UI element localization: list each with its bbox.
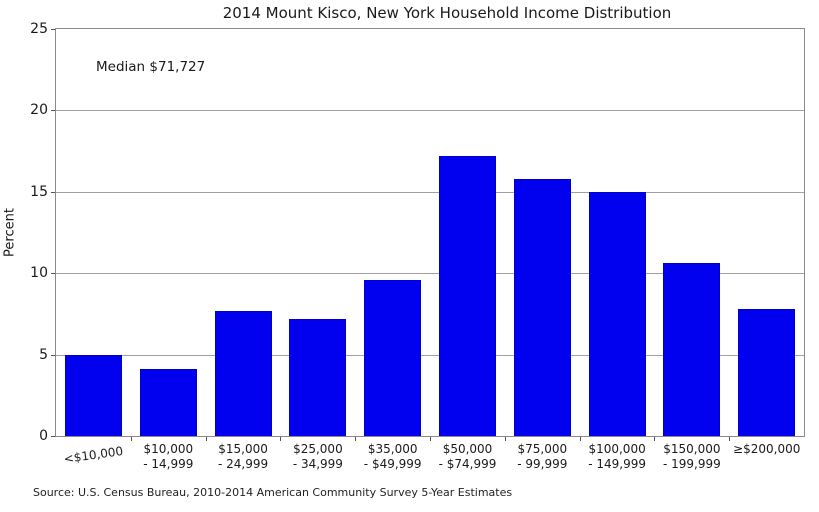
x-label-9: ≥$200,000 [729, 442, 804, 457]
y-tick-label-25: 25 [30, 21, 48, 37]
y-tick-label-10: 10 [30, 265, 48, 282]
x-label-line: ≥$200,000 [733, 442, 801, 456]
x-label-line: - 14,999 [143, 457, 194, 471]
x-label-7: $100,000- 149,999 [580, 442, 655, 472]
x-label-2: $15,000- 24,999 [206, 442, 281, 472]
x-label-line: - 99,999 [517, 457, 568, 471]
x-label-0: <$10,000 [55, 443, 131, 468]
x-label-4: $35,000- $49,999 [355, 442, 430, 472]
x-tick-mark-4 [355, 437, 357, 441]
x-label-line: $10,000 [143, 442, 194, 456]
y-tick-mark-5 [51, 354, 55, 356]
x-label-line: <$10,000 [62, 443, 124, 467]
plot-area: Median $71,727 [55, 28, 805, 437]
x-label-line: $25,000 [293, 442, 343, 456]
y-tick-mark-20 [51, 110, 55, 112]
bar-4 [364, 279, 422, 436]
bar-0 [65, 354, 122, 436]
x-tick-mark-3 [280, 437, 282, 441]
x-label-line: - $49,999 [363, 457, 422, 471]
x-tick-mark-2 [205, 437, 207, 441]
y-tick-mark-10 [51, 273, 55, 275]
gridline-10 [56, 273, 804, 275]
bar-2 [214, 310, 272, 436]
x-label-line: - 149,999 [588, 457, 646, 471]
x-label-1: $10,000- 14,999 [131, 442, 206, 472]
bar-7 [588, 191, 646, 436]
y-tick-label-15: 15 [30, 183, 48, 200]
bar-1 [139, 369, 197, 436]
x-label-line: $50,000 [442, 442, 493, 456]
x-tick-mark-7 [579, 437, 581, 441]
x-label-line: $75,000 [517, 442, 568, 456]
bar-6 [513, 178, 571, 436]
x-tick-mark-6 [504, 437, 506, 441]
x-tick-mark-5 [430, 437, 431, 441]
x-label-6: $75,000- 99,999 [505, 442, 580, 472]
y-tick-label-20: 20 [30, 102, 48, 119]
x-label-line: - 199,999 [663, 457, 721, 471]
chart-title: 2014 Mount Kisco, New York Household Inc… [222, 4, 672, 22]
x-tick-mark-8 [654, 437, 656, 441]
y-tick-label-0: 0 [39, 428, 48, 444]
x-label-line: $15,000 [218, 442, 268, 456]
x-label-8: $150,000- 199,999 [654, 442, 729, 472]
x-tick-mark-9 [729, 437, 731, 441]
y-tick-mark-0 [51, 436, 55, 437]
x-label-line: $150,000 [663, 442, 721, 456]
y-tick-mark-15 [51, 191, 55, 193]
x-label-line: - $74,999 [438, 457, 497, 471]
gridline-15 [56, 191, 804, 193]
bar-9 [738, 309, 796, 436]
source-note: Source: U.S. Census Bureau, 2010-2014 Am… [33, 486, 513, 499]
x-label-line: $100,000 [588, 442, 646, 456]
median-annotation: Median $71,727 [96, 59, 206, 75]
x-label-3: $25,000- 34,999 [280, 442, 355, 472]
y-axis-label: Percent [2, 208, 18, 257]
x-label-line: $35,000 [367, 442, 418, 456]
y-tick-label-5: 5 [39, 346, 48, 363]
bar-5 [439, 155, 496, 436]
gridline-5 [56, 354, 804, 356]
x-tick-mark-1 [130, 437, 132, 441]
x-label-5: $50,000- $74,999 [430, 442, 505, 472]
y-tick-mark-25 [51, 29, 55, 30]
x-label-line: - 34,999 [292, 457, 343, 471]
bar-3 [289, 318, 347, 436]
gridline-20 [56, 110, 804, 112]
bar-8 [663, 263, 721, 436]
x-label-line: - 24,999 [218, 457, 269, 471]
